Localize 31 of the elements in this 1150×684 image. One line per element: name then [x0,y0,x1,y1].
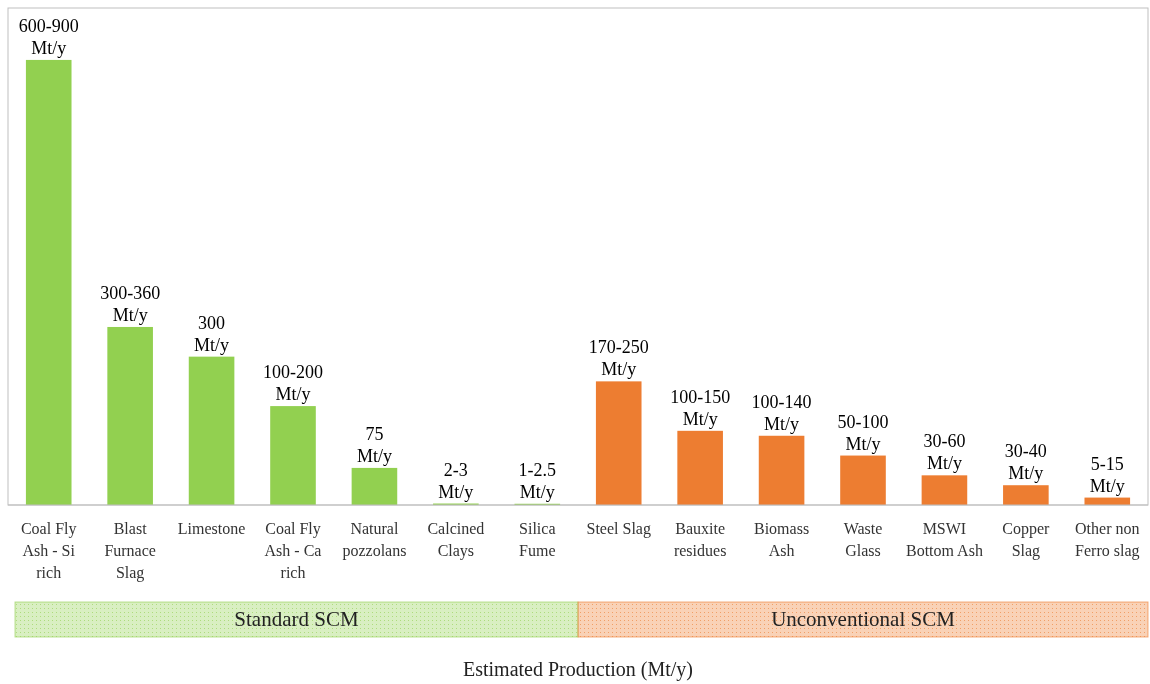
data-label: 100-150 Mt/y [670,386,731,429]
data-label: 30-40 Mt/y [1004,441,1047,484]
x-tick-label: Silica Fume [519,520,556,559]
x-tick-label: Steel Slag [586,520,651,538]
x-tick-label: Natural pozzolans [342,520,407,560]
x-tick-label: Biomass Ash [754,520,810,559]
x-tick-label: Limestone [177,520,246,537]
x-tick-label: Blast Furnace Slag [104,520,156,582]
text: Standard SCM [234,607,359,631]
data-label: 100-200 Mt/y [263,362,323,405]
data-label: 2-3 Mt/y [438,459,474,502]
x-tick-label: Waste Glass [843,520,883,559]
text: Unconventional SCM [771,607,956,631]
x-tick-label: Coal Fly Ash - Si rich [20,520,77,581]
data-label: 300 Mt/y [194,312,230,355]
data-label: 50-100 Mt/y [837,411,889,454]
data-label: 170-250 Mt/y [588,337,649,380]
data-label: 1-2.5 Mt/y [518,459,557,502]
data-label: 600-900 Mt/y [18,15,79,58]
x-tick-label: Bauxite residues [673,520,727,559]
x-tick-label: Copper Slag [1002,520,1051,560]
data-label: 30-60 Mt/y [923,431,966,474]
x-tick-label: MSWI Bottom Ash [905,520,983,559]
x-tick-label: Other non Ferro slag [1075,520,1140,560]
data-label: 100-140 Mt/y [751,391,812,434]
data-label: 300-360 Mt/y [100,282,161,325]
data-label: 5-15 Mt/y [1089,453,1125,496]
data-label: 75 Mt/y [356,423,392,466]
x-tick-label: Coal Fly Ash - Ca rich [264,520,322,581]
x-tick-label: Calcined Clays [427,520,485,560]
x-axis-title: Estimated Production (Mt/y) [463,658,693,681]
